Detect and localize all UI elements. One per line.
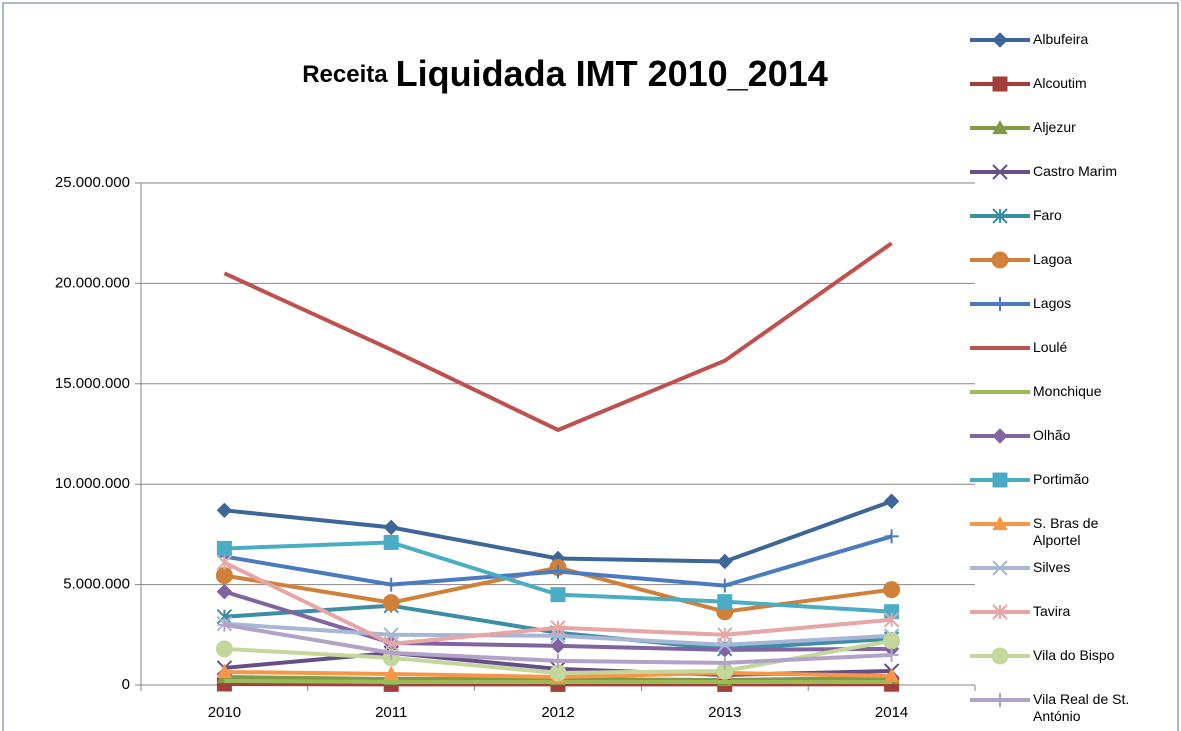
marker [992,32,1008,48]
marker [991,647,1009,665]
marker [993,297,1007,311]
y-tick-label: 25.000.000 [55,174,130,191]
legend-label: Faro [1033,207,1062,223]
title-part: Receita [302,61,388,88]
legend-label: Lagos [1033,295,1072,311]
y-tick-label: 0 [122,676,130,693]
marker [384,577,399,592]
series-line [223,241,893,432]
marker [551,564,565,579]
marker [216,583,233,600]
marker [884,647,899,662]
y-tick-label: 5.000.000 [63,576,130,593]
marker [717,553,733,570]
marker [883,612,900,628]
marker [216,663,233,679]
y-tick-label: 15.000.000 [55,375,130,392]
marker [550,620,566,636]
marker [992,208,1008,224]
marker [992,119,1008,135]
marker [992,560,1008,576]
x-tick-label: 2011 [375,704,407,721]
legend-label: Aljezur [1033,119,1076,135]
x-tick-label: 2013 [708,704,741,721]
marker [884,529,899,544]
marker [216,540,232,556]
marker [717,655,732,670]
x-tick-label: 2010 [208,704,241,721]
legend-label: Silves [1033,559,1071,575]
y-tick-label: 20.000.000 [55,274,130,291]
marker [717,578,732,593]
marker [883,632,901,650]
legend-label: Vila do Bispo [1033,647,1115,663]
marker [382,594,400,612]
legend-label: S. Bras de Alportel [1033,515,1099,548]
marker [992,428,1008,444]
marker [883,667,900,683]
legend-label: Alcoutim [1033,75,1087,91]
marker [717,627,733,643]
title-part: Liquidada IMT 2010_2014 [396,53,828,94]
marker [992,76,1008,92]
marker [717,594,733,610]
marker [384,645,399,660]
marker [992,164,1008,180]
x-tick-label: 2012 [541,704,574,721]
legend-label: Albufeira [1033,31,1089,47]
legend-label: Portimão [1033,471,1090,487]
marker [383,665,400,681]
marker [883,581,901,599]
marker [383,519,399,536]
legend-label: Vila Real de St. António [1033,691,1130,724]
marker [550,587,566,603]
marker [992,472,1008,488]
marker [883,493,900,509]
marker [216,502,233,519]
x-tick-label: 2014 [875,704,908,721]
legend-label: Monchique [1033,383,1102,399]
legend-label: Loulé [1033,339,1068,355]
marker [991,251,1009,269]
marker [992,515,1008,531]
legend-label: Olhão [1033,427,1071,443]
legend-label: Tavira [1033,603,1071,619]
legend-label: Lagoa [1033,251,1072,267]
marker [551,653,565,668]
marker [993,693,1007,707]
marker [216,554,233,571]
marker [217,617,232,632]
legend-label: Castro Marim [1033,163,1118,179]
marker [550,638,566,654]
chart-title: Receita Liquidada IMT 2010_2014 [302,53,828,94]
marker [992,604,1008,620]
y-tick-label: 10.000.000 [55,475,130,492]
marker [383,534,399,550]
marker [215,567,233,585]
marker [215,640,233,658]
